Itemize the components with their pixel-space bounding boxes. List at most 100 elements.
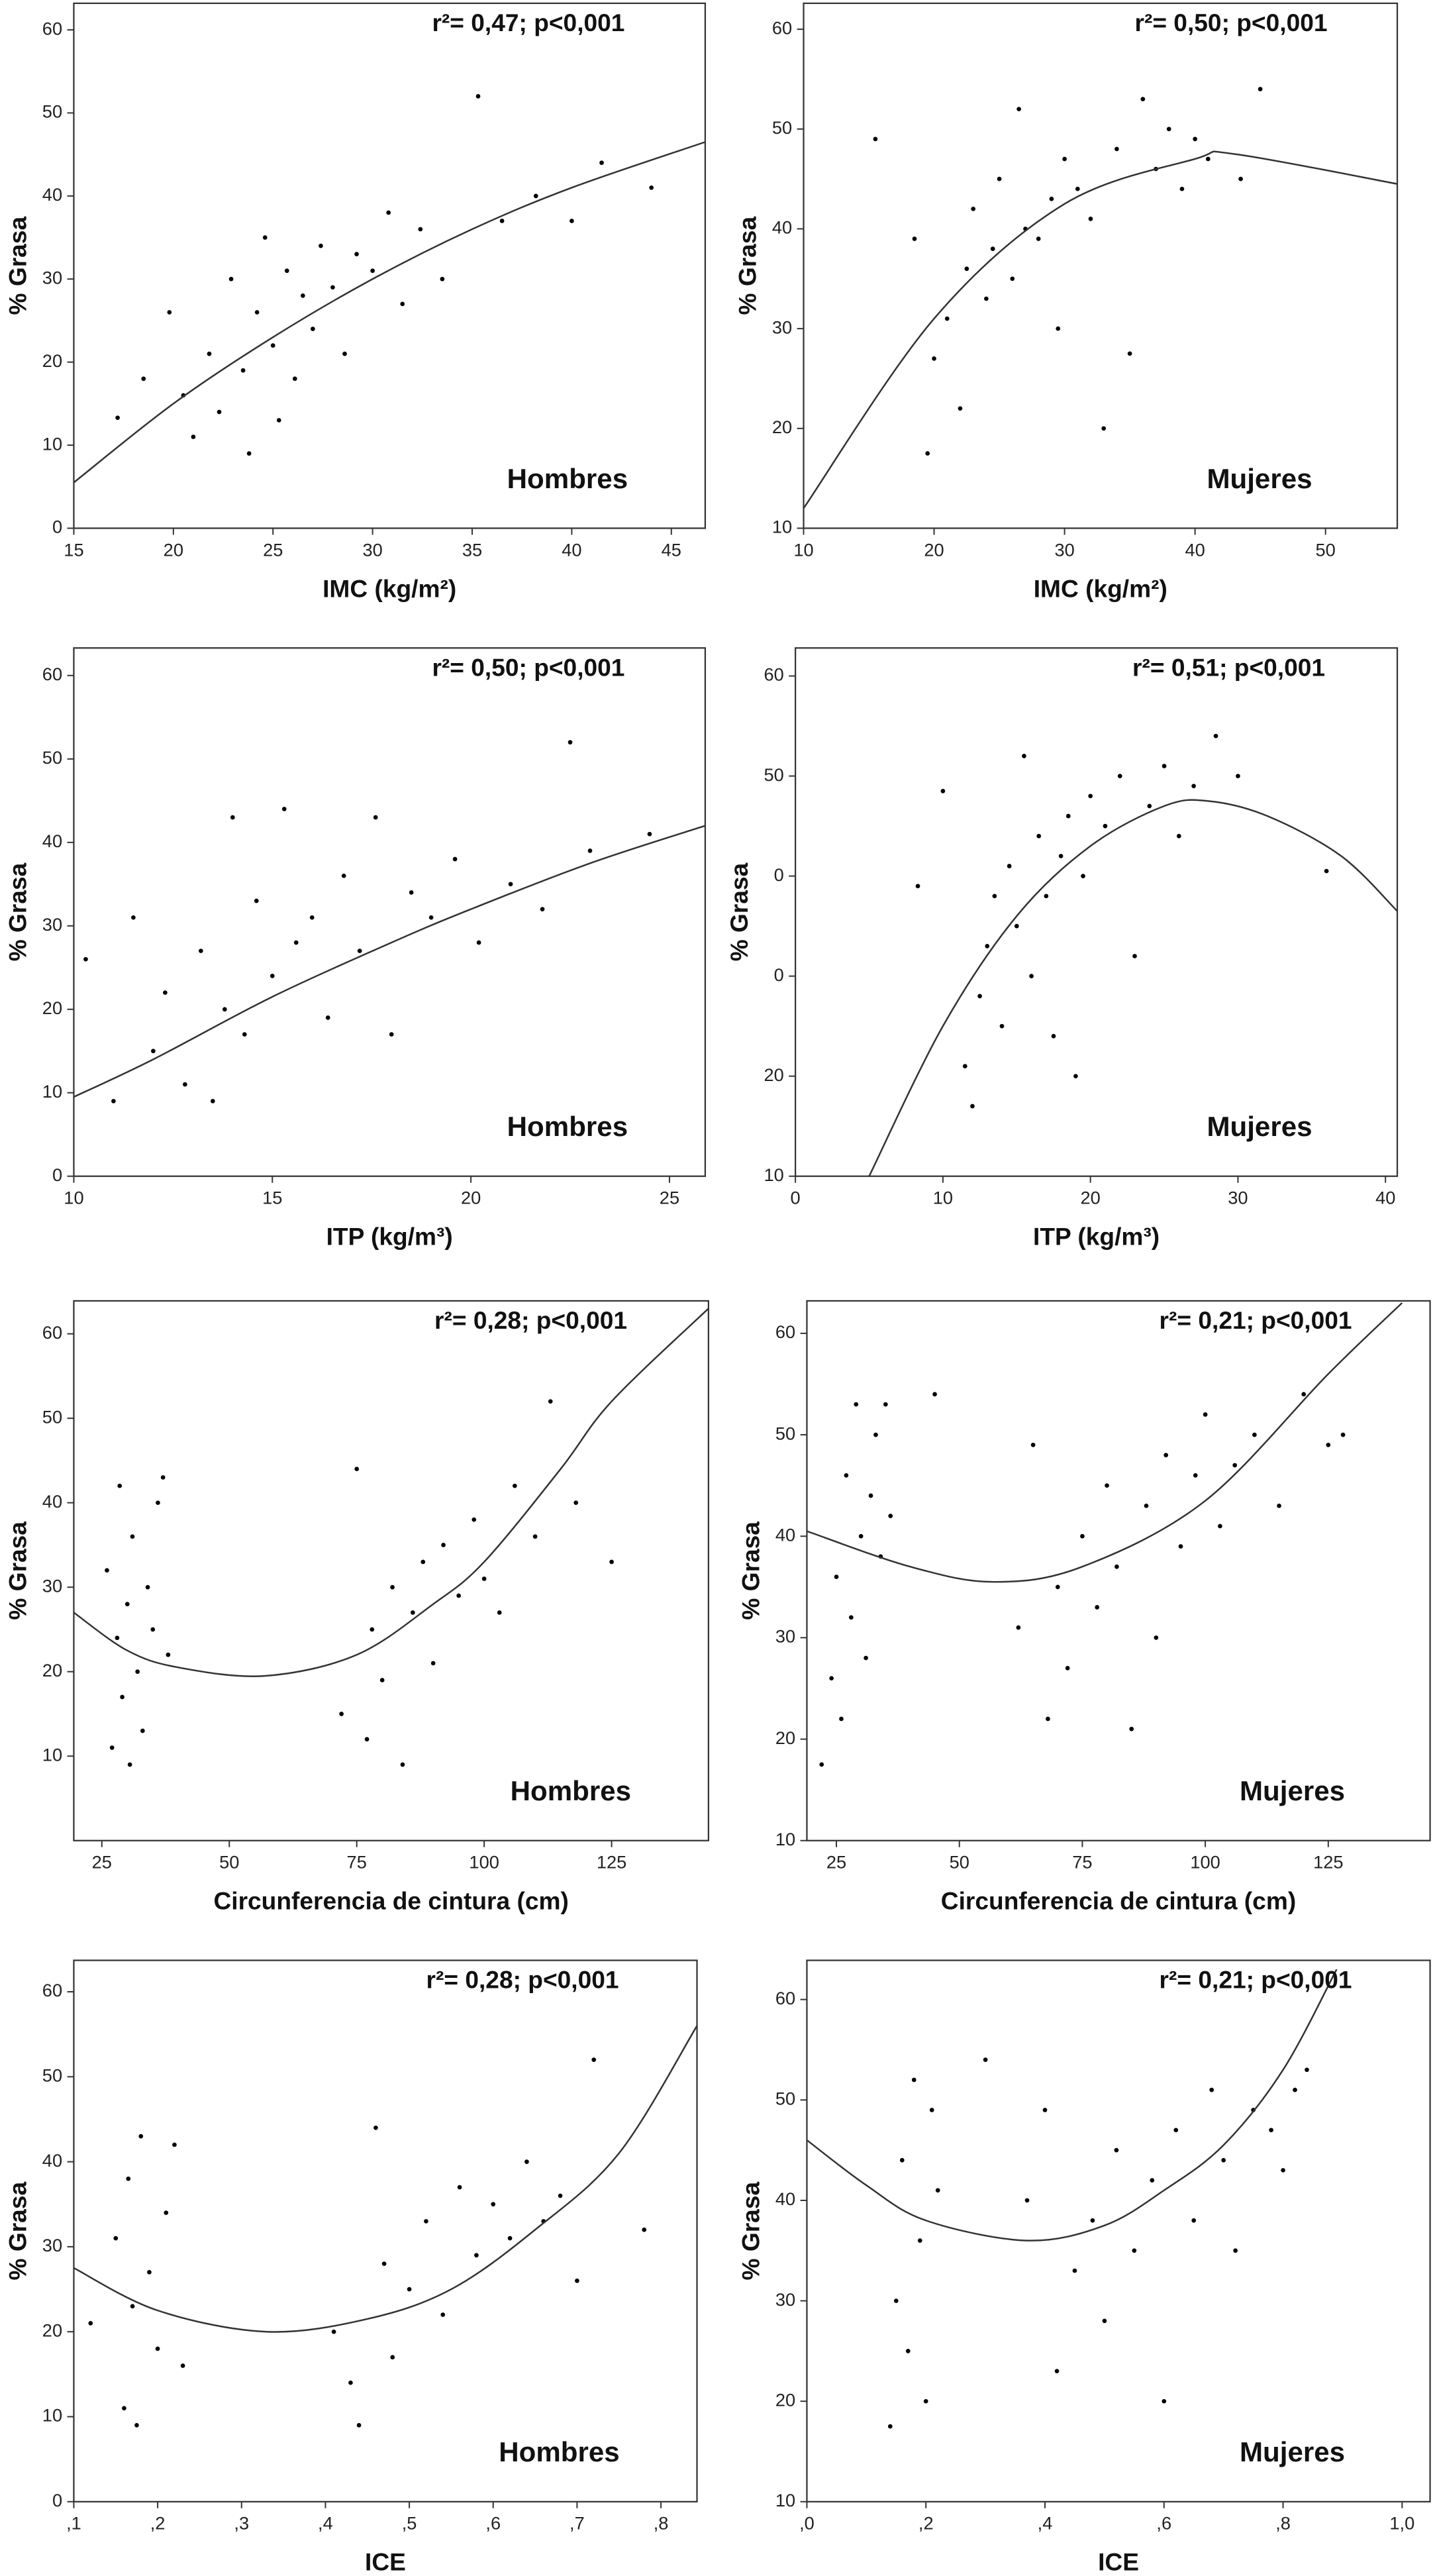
point <box>1101 426 1107 431</box>
x-axis-label: Circunferencia de cintura (cm) <box>941 1887 1296 1915</box>
x-tick-label: ,5 <box>402 2513 417 2534</box>
point <box>1305 2067 1309 2073</box>
point <box>1326 1443 1331 1447</box>
point <box>331 2329 336 2334</box>
x-axis-label: ITP (kg/m³) <box>1033 1223 1160 1251</box>
point <box>1191 2218 1197 2223</box>
point <box>138 2134 144 2139</box>
point <box>242 1032 247 1037</box>
y-tick-label: 30 <box>772 317 792 337</box>
x-tick-label: ,4 <box>318 2513 333 2534</box>
annotation: r²= 0,21; p<0,001 <box>1160 1966 1352 1994</box>
point <box>319 243 323 248</box>
point <box>109 1745 115 1750</box>
point <box>1044 894 1049 899</box>
fit-curve <box>807 1302 1403 1583</box>
point <box>1114 1564 1119 1569</box>
y-tick-label: 0 <box>52 2490 62 2510</box>
point <box>354 252 359 256</box>
y-tick-label: 30 <box>42 1575 62 1596</box>
point <box>1036 833 1042 839</box>
point <box>1236 774 1240 778</box>
x-axis-label: IMC (kg/m²) <box>322 574 456 602</box>
y-tick-label: 50 <box>764 764 784 785</box>
point <box>390 1584 395 1590</box>
point <box>240 368 246 373</box>
point <box>127 1762 132 1767</box>
point <box>440 2312 446 2317</box>
point <box>1173 2128 1179 2133</box>
y-axis-label: % Grasa <box>737 2182 765 2281</box>
x-tick-label: 30 <box>1054 539 1074 560</box>
plot-area <box>807 1302 1403 1767</box>
y-tick-label: 20 <box>764 1064 784 1085</box>
point <box>977 994 982 999</box>
point <box>228 276 234 282</box>
y-tick-label: 0 <box>774 964 784 985</box>
point <box>156 1500 160 1506</box>
point <box>940 788 946 794</box>
point <box>370 268 375 274</box>
point <box>301 293 305 298</box>
point <box>497 1610 502 1615</box>
point <box>1073 1074 1078 1079</box>
point <box>1209 2087 1214 2092</box>
y-tick-label: 40 <box>42 831 62 851</box>
point <box>120 1694 124 1700</box>
point <box>1132 2248 1137 2253</box>
group-label: Mujeres <box>1207 1111 1312 1142</box>
y-tick-label: 20 <box>42 998 62 1018</box>
point <box>819 1762 824 1767</box>
point <box>839 1716 844 1722</box>
x-tick-label: ,6 <box>485 2513 501 2534</box>
panel: 15 20 25 30 35 40 45 0 10 20 30 40 50 60 r²= 0,47; p<0… <box>4 2 707 602</box>
y-tick-label: 20 <box>42 2320 62 2340</box>
point <box>971 206 976 211</box>
point <box>191 435 196 439</box>
x-tick-label: 35 <box>462 539 482 560</box>
plot-area <box>74 2025 697 2428</box>
point <box>1103 823 1108 829</box>
point <box>354 1467 360 1472</box>
x-tick-label: 30 <box>362 539 382 560</box>
point <box>513 1483 517 1488</box>
y-tick-label: 0 <box>774 864 784 885</box>
point <box>1191 784 1196 789</box>
point <box>932 356 936 361</box>
point <box>147 2270 152 2275</box>
x-tick-label: ,1 <box>66 2513 81 2534</box>
plot-area <box>74 94 705 484</box>
y-axis-label: % Grasa <box>734 217 762 315</box>
point <box>1269 2128 1273 2133</box>
point <box>929 2108 934 2112</box>
point <box>135 1669 140 1674</box>
point <box>1301 1392 1307 1397</box>
point <box>1129 1726 1134 1731</box>
panel: 0 10 20 30 40 10 20 0 0 50 60 r²= 0,51; p<0,001 Muje… <box>725 647 1399 1251</box>
point <box>441 1543 446 1547</box>
point <box>1062 156 1067 162</box>
point <box>1140 97 1146 101</box>
point <box>1193 1473 1198 1478</box>
point <box>1163 1453 1169 1458</box>
y-tick-label: 40 <box>42 1491 62 1512</box>
point <box>1179 186 1185 191</box>
point <box>471 1517 477 1522</box>
point <box>474 2253 479 2258</box>
point <box>507 2236 513 2241</box>
point <box>1075 186 1080 191</box>
point <box>829 1676 834 1681</box>
x-tick-label: 75 <box>347 1852 367 1873</box>
x-axis-label: Circunferencia de cintura (cm) <box>213 1887 568 1915</box>
point <box>883 1402 888 1407</box>
point <box>1056 326 1061 331</box>
x-tick-label: ,3 <box>234 2513 249 2534</box>
point <box>210 1098 215 1104</box>
point <box>230 815 235 820</box>
fit-curve <box>868 799 1398 1176</box>
annotation: r²= 0,21; p<0,001 <box>1160 1306 1352 1334</box>
point <box>1340 1432 1346 1437</box>
y-tick-label: 10 <box>42 1081 62 1102</box>
point <box>254 310 260 315</box>
